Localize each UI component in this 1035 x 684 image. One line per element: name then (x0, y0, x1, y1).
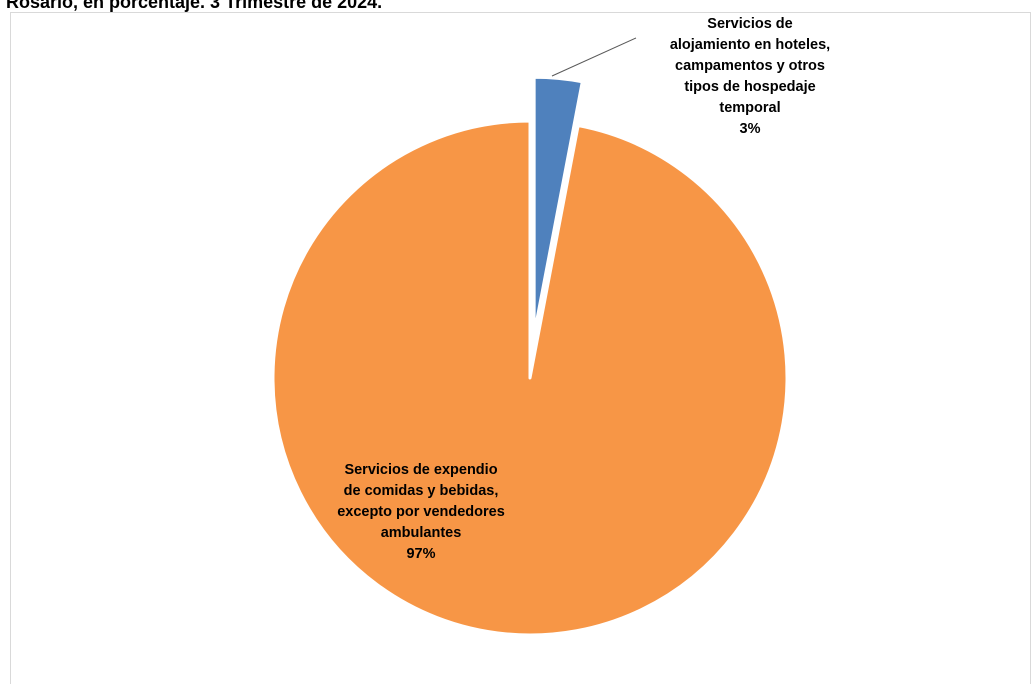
leader-line (551, 37, 637, 77)
label-line: tipos de hospedaje (684, 79, 816, 95)
label-line: ambulantes (380, 525, 462, 541)
chart-title: Rosario, en porcentaje. 3 Trimestre de 2… (6, 0, 383, 12)
label-line: temporal (719, 100, 781, 116)
pie-slice-1 (271, 119, 789, 637)
pie-slices (271, 75, 789, 637)
label-line: Servicios de (707, 16, 793, 32)
label-percent: 3% (739, 121, 761, 137)
label-percent: 97% (406, 546, 436, 562)
label-line: excepto por vendedores (337, 504, 505, 520)
data-label-expendio: Servicios de expendio de comidas y bebid… (306, 460, 536, 565)
label-line: campamentos y otros (675, 58, 825, 74)
label-line: Servicios de expendio (344, 462, 498, 478)
label-line: de comidas y bebidas, (343, 483, 499, 499)
data-label-alojamiento: Servicios de alojamiento en hoteles, cam… (630, 14, 870, 140)
label-line: alojamiento en hoteles, (669, 37, 831, 53)
pie-slice-0 (532, 75, 584, 336)
